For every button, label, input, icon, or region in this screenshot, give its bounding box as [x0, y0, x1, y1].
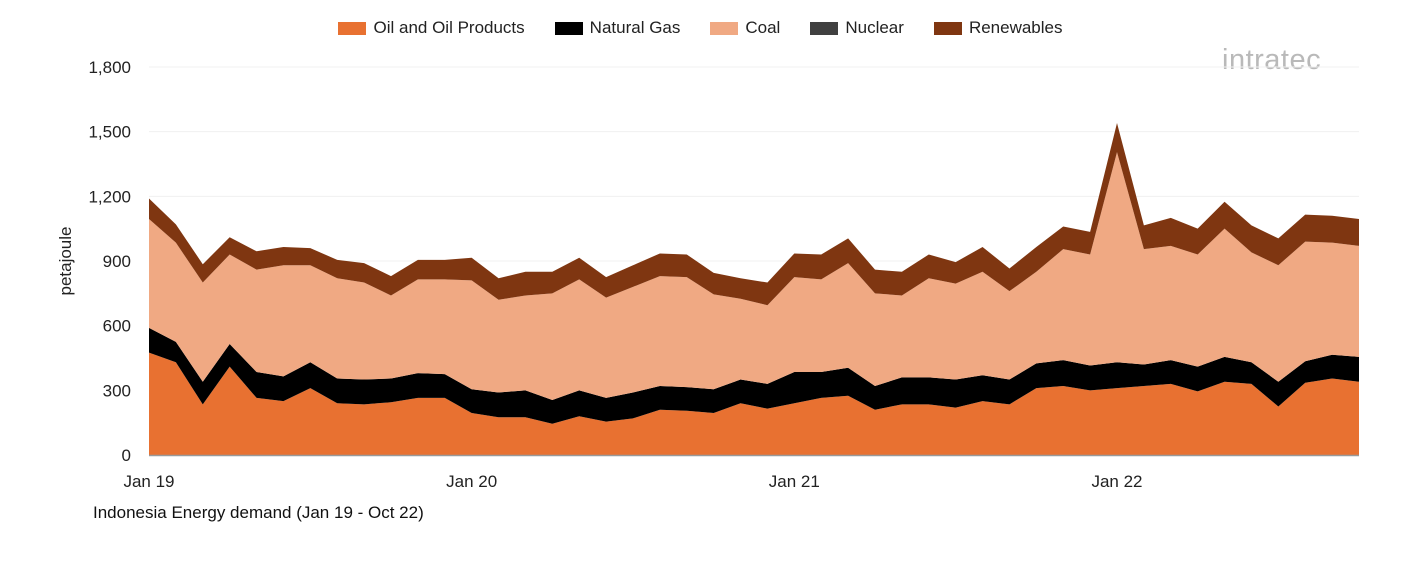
legend-label-coal: Coal: [745, 18, 781, 37]
legend-item-nuclear: Nuclear: [810, 18, 904, 38]
y-axis-ticks: 0 300 600 900 1,200 1,500 1,800: [88, 58, 131, 465]
y-tick-label: 1,500: [88, 123, 131, 142]
x-tick-label: Jan 21: [769, 472, 820, 491]
area-renewables: [149, 123, 1359, 306]
legend-label-oil: Oil and Oil Products: [373, 18, 525, 37]
legend-label-nuclear: Nuclear: [845, 18, 904, 37]
y-axis-label: petajoule: [56, 226, 75, 295]
x-tick-label: Jan 19: [123, 472, 174, 491]
legend-swatch-nuclear: [810, 21, 839, 35]
legend-item-gas: Natural Gas: [554, 18, 681, 38]
legend-swatch-coal: [710, 21, 739, 35]
logo-text: intratec: [1222, 44, 1322, 76]
y-tick-label: 300: [103, 381, 131, 400]
y-tick-label: 1,800: [88, 58, 131, 77]
y-tick-label: 1,200: [88, 187, 131, 206]
legend-label-gas: Natural Gas: [589, 18, 681, 37]
legend-swatch-renewables: [933, 21, 962, 35]
y-tick-label: 600: [103, 317, 131, 336]
y-tick-label: 0: [122, 446, 131, 465]
legend-item-renewables: Renewables: [933, 18, 1063, 38]
legend-swatch-gas: [554, 21, 583, 35]
legend-label-renewables: Renewables: [968, 18, 1063, 37]
legend-swatch-oil: [338, 21, 367, 35]
x-tick-label: Jan 22: [1091, 472, 1142, 491]
legend-item-oil: Oil and Oil Products: [338, 18, 525, 38]
area-coal: [149, 152, 1359, 401]
area-oil-and-oil-products: [149, 352, 1359, 455]
intratec-logo: intratec: [1222, 44, 1321, 77]
legend: Oil and Oil Products Natural Gas Coal Nu…: [0, 18, 1401, 38]
x-tick-label: Jan 20: [446, 472, 497, 491]
x-axis-ticks: Jan 19 Jan 20 Jan 21 Jan 22: [123, 472, 1142, 491]
y-tick-label: 900: [103, 252, 131, 271]
area-natural-gas: [149, 327, 1359, 424]
legend-item-coal: Coal: [710, 18, 780, 38]
stacked-areas: [149, 123, 1359, 455]
chart-title: Indonesia Energy demand (Jan 19 - Oct 22…: [93, 503, 424, 522]
